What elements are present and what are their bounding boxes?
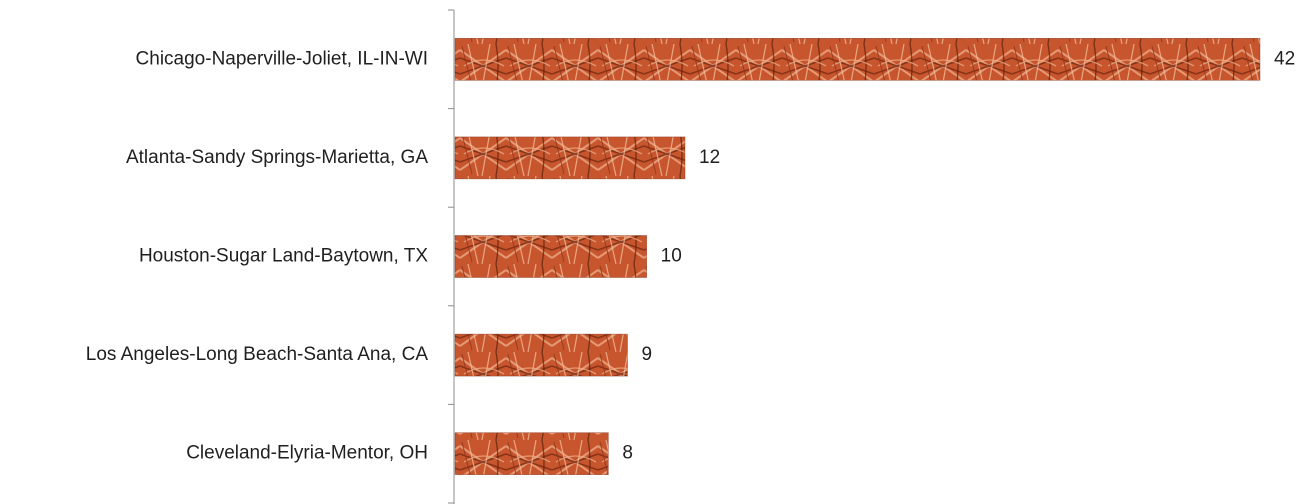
data-label: 9 xyxy=(642,344,653,365)
bar-outline xyxy=(454,432,609,476)
bar-outline xyxy=(454,37,1261,81)
bar xyxy=(455,235,647,278)
data-label: 42 xyxy=(1274,48,1295,69)
category-label: Chicago-Naperville-Joliet, IL-IN-WI xyxy=(136,48,428,69)
bar xyxy=(455,432,609,475)
bar-outline xyxy=(454,333,628,377)
bar xyxy=(455,334,628,377)
data-label: 10 xyxy=(661,246,682,267)
bar xyxy=(455,136,685,179)
category-label: Cleveland-Elyria-Mentor, OH xyxy=(186,443,428,464)
bar-outline xyxy=(454,136,686,180)
category-label: Houston-Sugar Land-Baytown, TX xyxy=(139,246,428,267)
data-label: 12 xyxy=(699,147,720,168)
category-label: Los Angeles-Long Beach-Santa Ana, CA xyxy=(86,344,429,365)
category-label: Atlanta-Sandy Springs-Marietta, GA xyxy=(126,147,428,168)
data-label: 8 xyxy=(622,443,633,464)
plot-area: Chicago-Naperville-Joliet, IL-IN-WI 42 Atl… xyxy=(86,9,1295,504)
bar-outline xyxy=(454,235,647,278)
bar xyxy=(455,38,1260,81)
